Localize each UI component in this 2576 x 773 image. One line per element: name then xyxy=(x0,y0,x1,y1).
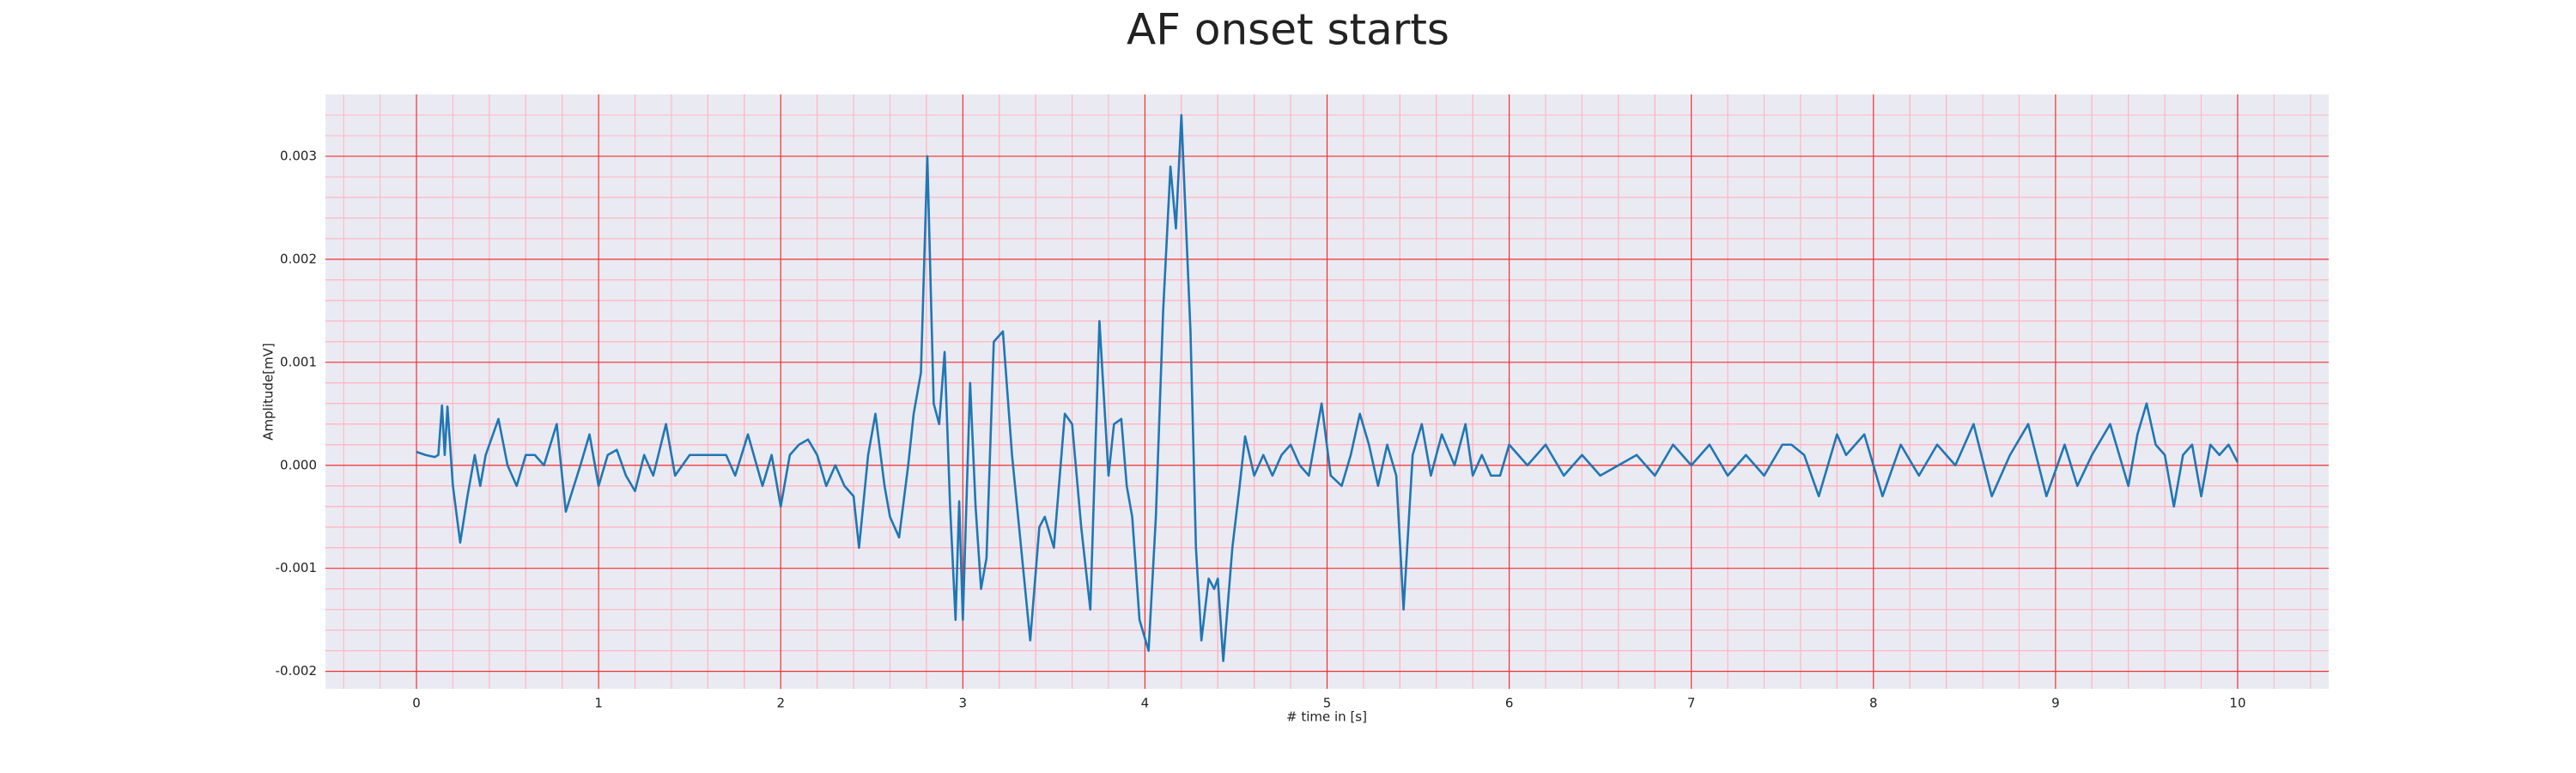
y-tick-label: 0.003 xyxy=(280,148,317,163)
x-tick-label: 1 xyxy=(594,696,603,711)
y-tick-label: 0.000 xyxy=(280,457,317,472)
x-tick-label: 8 xyxy=(1869,696,1878,711)
x-tick-label: 3 xyxy=(959,696,968,711)
y-tick-label: 0.002 xyxy=(280,251,317,266)
y-axis-label: Amplitude[mV] xyxy=(261,343,276,440)
x-tick-label: 0 xyxy=(412,696,421,711)
x-tick-label: 2 xyxy=(776,696,785,711)
x-tick-label: 6 xyxy=(1505,696,1514,711)
x-tick-label: 7 xyxy=(1687,696,1696,711)
x-axis-label: # time in [s] xyxy=(1286,709,1367,725)
y-tick-label: -0.002 xyxy=(276,663,317,679)
y-tick-label: -0.001 xyxy=(276,560,317,575)
signal-line xyxy=(416,113,2239,662)
x-tick-label: 10 xyxy=(2229,696,2245,711)
x-tick-label: 4 xyxy=(1141,696,1150,711)
chart-title: AF onset starts xyxy=(1127,5,1449,55)
y-tick-label: 0.001 xyxy=(280,354,317,369)
x-tick-label: 9 xyxy=(2051,696,2060,711)
x-tick-label: 5 xyxy=(1323,696,1332,711)
